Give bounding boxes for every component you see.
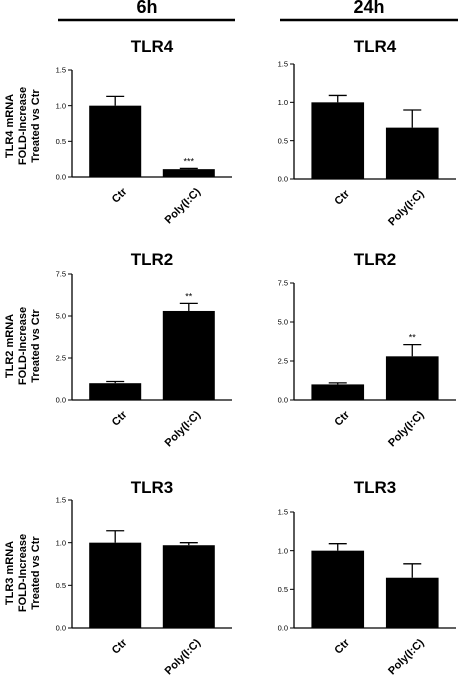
bar-polyic xyxy=(385,577,439,628)
y-tick-label: 5.0 xyxy=(278,318,288,327)
chart-title: TLR3 xyxy=(354,478,397,497)
chart-title: TLR2 xyxy=(354,250,397,269)
y-tick-label: 0.0 xyxy=(278,175,288,184)
y-tick-label: 0.5 xyxy=(56,581,66,590)
ylabel-line-3: Treated vs Ctr xyxy=(30,536,42,610)
y-tick-label: 2.5 xyxy=(278,357,288,366)
chart-title: TLR4 xyxy=(131,37,174,56)
y-tick-label: 1.0 xyxy=(56,538,66,547)
bar-polyic xyxy=(385,127,439,179)
y-tick-label: 5.0 xyxy=(56,312,66,321)
ylabel-line-2: FOLD-Increase xyxy=(17,534,29,612)
row-ylabel-tlr2: TLR2 mRNA FOLD-Increase Treated vs Ctr xyxy=(4,307,42,385)
x-tick-label: Ctr xyxy=(332,187,352,207)
ylabel-line-2: FOLD-Increase xyxy=(17,307,29,385)
chart-tlr3-6h: TLR3 0.0 0.5 1.0 1.5 Ctr Poly(I:C) xyxy=(56,478,232,677)
ylabel-line-1: TLR4 mRNA xyxy=(4,94,16,158)
bar-ctr xyxy=(311,102,365,179)
y-tick-label: 1.0 xyxy=(56,101,66,110)
chart-title: TLR4 xyxy=(354,37,397,56)
y-tick-label: 0.0 xyxy=(278,624,288,633)
bar-ctr xyxy=(311,384,365,400)
chart-title: TLR2 xyxy=(131,250,174,269)
y-tick-label: 1.0 xyxy=(278,546,288,555)
x-tick-label: Ctr xyxy=(332,636,352,656)
column-header-6h: 6h xyxy=(136,0,157,17)
chart-title: TLR3 xyxy=(131,478,174,497)
ylabel-line-3: Treated vs Ctr xyxy=(30,309,42,383)
x-tick-label: Poly(I:C) xyxy=(163,409,204,450)
y-tick-label: 0.0 xyxy=(278,396,288,405)
chart-panels: TLR4 0.0 0.5 1.0 1.5 Ctr *** Poly(I:C) TLR4 0.0 0.… xyxy=(56,37,456,677)
bar-ctr xyxy=(89,383,142,400)
x-tick-label: Poly(I:C) xyxy=(386,188,427,229)
row-ylabel-tlr3: TLR3 mRNA FOLD-Increase Treated vs Ctr xyxy=(4,534,42,612)
y-tick-label: 2.5 xyxy=(56,354,66,363)
bar-polyic xyxy=(162,310,215,400)
y-tick-label: 0.5 xyxy=(278,136,288,145)
y-tick-label: 0.5 xyxy=(278,585,288,594)
x-tick-label: Ctr xyxy=(110,408,130,428)
bar-polyic xyxy=(162,545,215,628)
chart-tlr4-6h: TLR4 0.0 0.5 1.0 1.5 Ctr *** Poly(I:C) xyxy=(56,37,232,226)
chart-tlr2-6h: TLR2 0.0 2.5 5.0 7.5 Ctr ** Poly(I:C) xyxy=(56,250,232,449)
chart-tlr2-24h: TLR2 0.0 2.5 5.0 7.5 Ctr ** Poly(I:C) xyxy=(278,250,456,449)
y-tick-label: 7.5 xyxy=(278,279,288,288)
x-tick-label: Poly(I:C) xyxy=(163,637,204,678)
y-tick-label: 0.5 xyxy=(56,137,66,146)
bar-ctr xyxy=(311,550,365,628)
bar-ctr xyxy=(89,105,142,177)
y-tick-label: 1.5 xyxy=(278,508,288,517)
y-tick-label: 0.0 xyxy=(56,173,66,182)
x-tick-label: Ctr xyxy=(110,636,130,656)
column-header-24h: 24h xyxy=(353,0,384,17)
y-tick-label: 1.5 xyxy=(278,60,288,69)
y-tick-label: 1.0 xyxy=(278,98,288,107)
x-tick-label: Poly(I:C) xyxy=(163,186,204,227)
chart-tlr3-24h: TLR3 0.0 0.5 1.0 1.5 Ctr Poly(I:C) xyxy=(278,478,456,677)
significance-marker: ** xyxy=(409,333,417,343)
significance-marker: *** xyxy=(184,156,195,166)
y-tick-label: 0.0 xyxy=(56,624,66,633)
y-tick-label: 0.0 xyxy=(56,396,66,405)
chart-tlr4-24h: TLR4 0.0 0.5 1.0 1.5 Ctr Poly(I:C) xyxy=(278,37,456,228)
row-ylabel-tlr4: TLR4 mRNA FOLD-Increase Treated vs Ctr xyxy=(4,87,42,165)
ylabel-line-1: TLR3 mRNA xyxy=(4,541,16,605)
y-tick-label: 1.5 xyxy=(56,66,66,75)
ylabel-line-1: TLR2 mRNA xyxy=(4,314,16,378)
ylabel-line-3: Treated vs Ctr xyxy=(30,89,42,163)
significance-marker: ** xyxy=(185,291,193,301)
x-tick-label: Poly(I:C) xyxy=(386,409,427,450)
ylabel-line-2: FOLD-Increase xyxy=(17,87,29,165)
y-tick-label: 1.5 xyxy=(56,496,66,505)
y-tick-label: 7.5 xyxy=(56,270,66,279)
bar-ctr xyxy=(89,542,142,628)
x-tick-label: Ctr xyxy=(110,185,130,205)
x-tick-label: Poly(I:C) xyxy=(386,637,427,678)
x-tick-label: Ctr xyxy=(332,408,352,428)
bar-polyic xyxy=(385,356,439,400)
bar-polyic xyxy=(162,169,215,177)
